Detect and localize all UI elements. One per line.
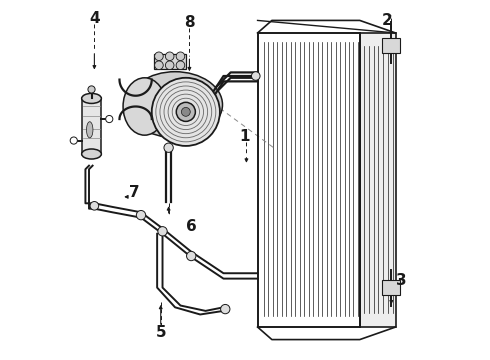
Ellipse shape: [127, 72, 222, 138]
Text: 2: 2: [381, 13, 392, 28]
Ellipse shape: [82, 149, 101, 159]
Ellipse shape: [82, 93, 101, 103]
Circle shape: [187, 251, 196, 261]
Circle shape: [152, 78, 220, 146]
Circle shape: [70, 137, 77, 144]
Circle shape: [166, 52, 174, 60]
Text: 7: 7: [128, 185, 139, 200]
Bar: [382, 39, 400, 53]
Circle shape: [176, 52, 185, 60]
Circle shape: [251, 72, 260, 80]
Circle shape: [88, 86, 95, 93]
Bar: [82, 98, 101, 154]
Circle shape: [90, 202, 98, 210]
Circle shape: [136, 211, 146, 220]
Circle shape: [176, 102, 196, 121]
Circle shape: [166, 61, 174, 69]
Circle shape: [176, 61, 185, 69]
Ellipse shape: [123, 78, 166, 135]
Bar: [360, 33, 395, 327]
Text: 1: 1: [240, 130, 250, 144]
Bar: [258, 33, 360, 327]
Circle shape: [164, 143, 173, 152]
Circle shape: [158, 226, 167, 236]
Circle shape: [106, 116, 113, 123]
Text: 6: 6: [186, 219, 196, 234]
Circle shape: [181, 107, 190, 116]
Text: 5: 5: [155, 325, 166, 340]
Ellipse shape: [87, 122, 93, 138]
Circle shape: [220, 305, 230, 314]
Circle shape: [155, 61, 163, 69]
Bar: [382, 280, 400, 295]
Circle shape: [155, 52, 163, 60]
Bar: [153, 54, 186, 69]
Text: 8: 8: [184, 15, 195, 30]
Text: 4: 4: [89, 11, 99, 26]
Text: 3: 3: [396, 273, 406, 288]
